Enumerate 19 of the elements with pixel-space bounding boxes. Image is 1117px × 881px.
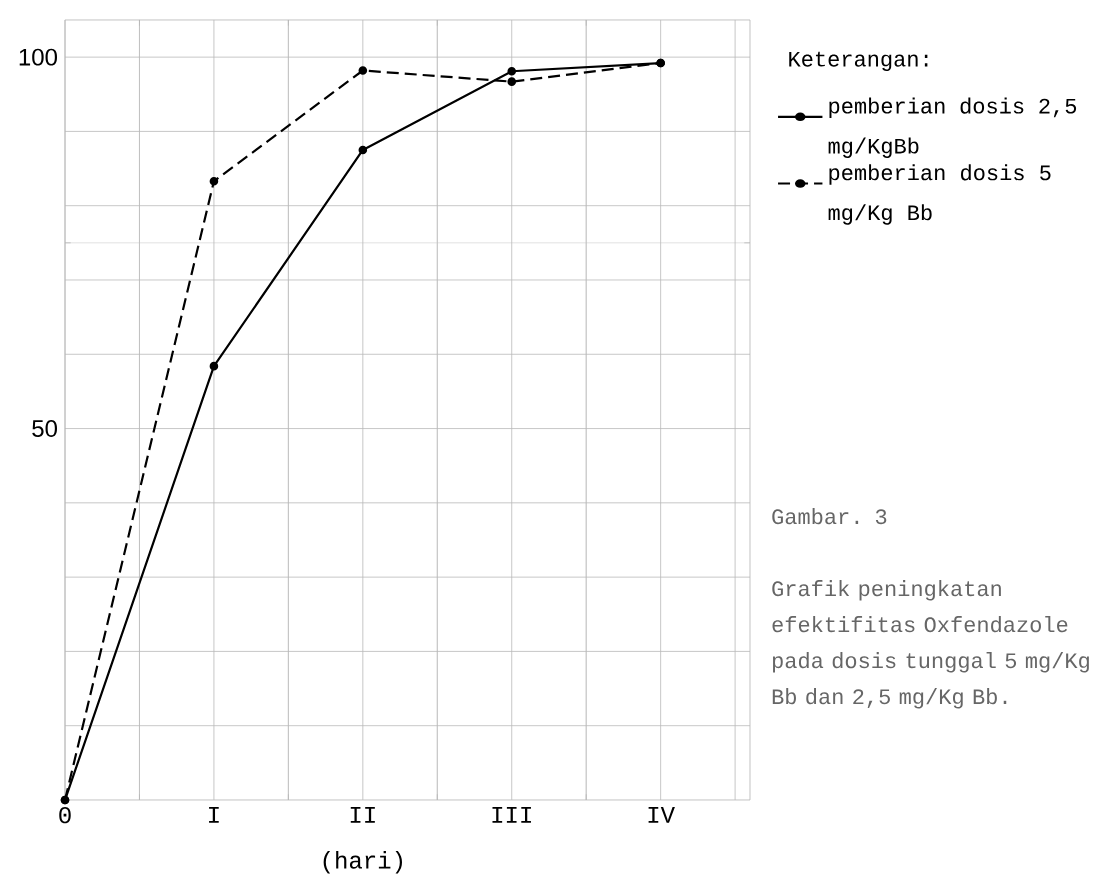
point [507,77,517,86]
point [209,361,219,371]
x-tick-label: II [350,807,375,823]
x-tick-label: IV [648,807,675,823]
point [358,145,368,155]
y-tick-label: 100 [19,48,58,66]
point [358,66,368,75]
y-tick-label: 50 [32,420,58,438]
legend-title: Keterangan: [789,51,928,71]
point [507,66,517,76]
text: Gambar. 3 [772,508,887,525]
x-tick-label: 0 [59,807,71,824]
x-tick-label: I [209,807,219,823]
point [209,176,219,186]
x-tick-label: III [492,807,531,823]
legend-label: pemberian dosis 2,5 mg/KgBb [828,97,1077,158]
x-axis-title: (hari) [323,851,403,874]
legend-label: pemberian dosis 5 mg/Kg Bb [828,164,1051,225]
text: Grafik peningkatan efektifitas Oxfendazole pada dosis tunggal 5 mg/Kg Bb dan 2,5 mg/Kg Bb. [772,580,1089,709]
